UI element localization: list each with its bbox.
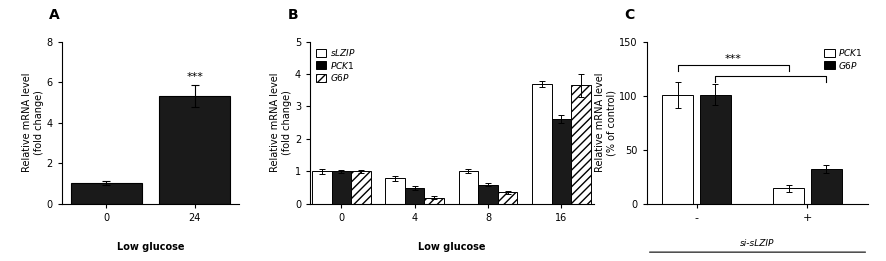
Text: C: C (625, 8, 635, 22)
Bar (159, 96, 230, 204)
Bar (532, 84, 552, 204)
Bar (773, 188, 804, 204)
Legend: $PCK1$, $G6P$: $PCK1$, $G6P$ (823, 46, 864, 72)
Bar (478, 185, 498, 204)
Bar (552, 119, 571, 204)
Legend: $sLZIP$, $PCK1$, $G6P$: $sLZIP$, $PCK1$, $G6P$ (315, 46, 357, 84)
Bar (700, 95, 731, 204)
Bar (424, 198, 444, 204)
Text: Low glucose: Low glucose (117, 242, 184, 252)
Y-axis label: Relative mRNA level
(fold change): Relative mRNA level (fold change) (22, 73, 44, 173)
Bar (71, 183, 142, 204)
Bar (331, 171, 351, 204)
Bar (662, 95, 693, 204)
Bar (459, 171, 478, 204)
Text: ***: *** (725, 54, 742, 64)
Bar (351, 171, 370, 204)
Bar (312, 171, 331, 204)
Bar (405, 188, 424, 204)
Bar (498, 192, 517, 204)
Bar (571, 85, 591, 204)
Y-axis label: Relative mRNA level
(fold change): Relative mRNA level (fold change) (270, 73, 292, 173)
Bar (811, 169, 842, 204)
Text: Low glucose: Low glucose (418, 242, 486, 252)
Text: B: B (288, 8, 299, 22)
Text: si-sLZIP: si-sLZIP (741, 239, 774, 248)
Text: A: A (49, 8, 59, 22)
Bar (385, 178, 405, 204)
Text: ***: *** (186, 72, 204, 82)
Y-axis label: Relative mRNA level
(% of control): Relative mRNA level (% of control) (595, 73, 617, 173)
